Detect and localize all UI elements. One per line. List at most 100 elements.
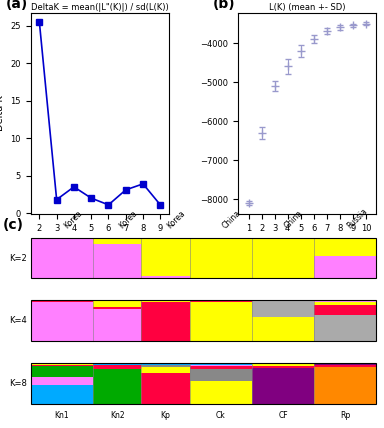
Point [139,276,144,281]
Bar [314,304,376,315]
Bar [314,366,376,367]
Title: DeltaK = mean(|L"(K)|) / sd(L(K)): DeltaK = mean(|L"(K)|) / sd(L(K)) [31,3,169,12]
Bar [190,381,252,404]
Bar [31,385,93,404]
Bar [314,256,376,278]
Bar [190,238,252,278]
X-axis label: K: K [304,238,310,248]
Point [250,401,254,406]
Bar [93,364,141,365]
Point [312,298,316,303]
Point [312,339,316,344]
Bar [314,364,376,366]
Bar [314,315,376,341]
Bar [31,300,376,341]
Bar [93,365,141,369]
Text: China: China [221,208,243,231]
Bar [314,367,376,404]
Point [187,276,192,281]
Bar [93,300,141,301]
Bar [252,301,314,317]
Point [139,298,144,303]
Bar [93,244,141,278]
Point [187,298,192,303]
Bar [141,238,190,276]
X-axis label: K: K [97,238,103,248]
Point [91,339,95,344]
Point [91,401,95,406]
Point [250,360,254,366]
Text: Kn2: Kn2 [110,411,124,420]
Text: Korea: Korea [117,209,139,231]
Bar [252,364,314,366]
Point [250,339,254,344]
Point [312,235,316,241]
Point [187,235,192,241]
Bar [190,300,252,302]
Text: Russia: Russia [345,207,369,231]
Bar [314,303,376,304]
Point [312,401,316,406]
Bar [31,238,93,278]
Point [250,276,254,281]
Point [139,360,144,366]
Point [91,360,95,366]
Bar [31,365,93,366]
Text: Kp: Kp [161,411,170,420]
Bar [31,301,93,302]
Text: (a): (a) [6,0,28,11]
Bar [314,300,376,303]
Bar [93,306,141,309]
Text: CF: CF [278,411,288,420]
Bar [252,366,314,368]
Bar [190,366,252,369]
Title: L(K) (mean +- SD): L(K) (mean +- SD) [269,3,346,12]
Bar [141,276,190,278]
Bar [252,238,314,278]
Bar [190,364,252,365]
Bar [93,309,141,341]
Point [187,401,192,406]
Point [312,276,316,281]
Point [139,235,144,241]
Text: Korea: Korea [166,209,187,231]
Bar [190,365,252,366]
Point [187,360,192,366]
Bar [93,238,141,244]
Bar [93,369,141,404]
Point [91,235,95,241]
Text: Korea: Korea [62,209,84,231]
Text: (b): (b) [213,0,236,11]
Text: Rp: Rp [340,411,350,420]
Text: China: China [283,208,305,231]
Bar [31,238,376,278]
Bar [31,366,93,377]
Bar [31,364,93,365]
Bar [141,373,190,404]
Point [91,276,95,281]
Bar [141,365,190,367]
Text: Ck: Ck [216,411,226,420]
Point [91,298,95,303]
Text: K=4: K=4 [10,316,27,325]
Point [139,339,144,344]
Text: (c): (c) [3,217,24,232]
Point [250,235,254,241]
Bar [93,301,141,306]
Bar [141,300,190,303]
Bar [31,377,93,385]
Text: K=8: K=8 [9,379,27,388]
Bar [141,367,190,373]
Bar [141,364,190,365]
Bar [190,369,252,381]
Point [312,360,316,366]
Bar [141,303,190,341]
Bar [31,302,93,341]
Bar [252,368,314,404]
Y-axis label: Delta K: Delta K [0,95,5,131]
Bar [190,303,252,341]
Point [187,339,192,344]
Point [250,298,254,303]
Bar [314,238,376,256]
Text: Kn1: Kn1 [55,411,69,420]
